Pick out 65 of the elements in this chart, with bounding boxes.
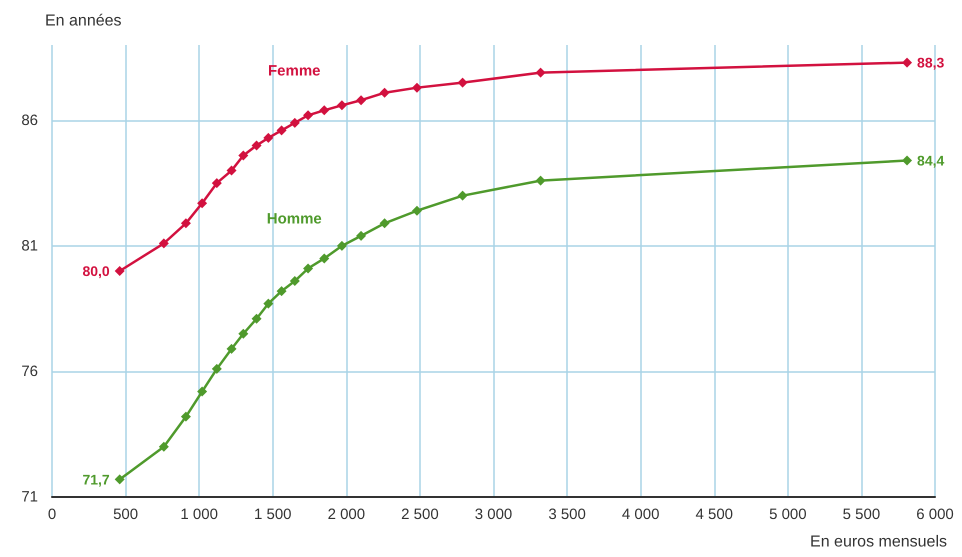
point bbox=[114, 474, 125, 484]
x-tick-label: 1 000 bbox=[180, 506, 218, 523]
point bbox=[303, 110, 314, 120]
data-label: 80,0 bbox=[82, 263, 110, 279]
series-label: Femme bbox=[268, 62, 321, 80]
point bbox=[458, 190, 468, 201]
point bbox=[902, 58, 912, 68]
point bbox=[226, 344, 237, 354]
point bbox=[114, 266, 125, 276]
y-tick-label: 76 bbox=[21, 362, 38, 380]
series-label: Homme bbox=[266, 210, 322, 228]
point bbox=[380, 218, 390, 228]
point bbox=[412, 82, 422, 93]
x-tick-label: 3 500 bbox=[548, 506, 586, 523]
data-label: 88,3 bbox=[917, 54, 944, 71]
point bbox=[290, 276, 300, 286]
x-tick-label: 3 000 bbox=[474, 506, 512, 523]
point bbox=[238, 328, 248, 339]
y-tick-label: 71 bbox=[21, 488, 38, 506]
point bbox=[536, 176, 546, 186]
point bbox=[902, 156, 912, 166]
point bbox=[336, 100, 347, 110]
point bbox=[252, 140, 262, 150]
point bbox=[180, 218, 191, 228]
y-axis-title: En années bbox=[45, 12, 122, 30]
x-tick-label: 4 000 bbox=[622, 506, 660, 523]
point bbox=[319, 253, 330, 264]
point bbox=[180, 412, 191, 422]
x-tick-label: 5 000 bbox=[769, 506, 807, 523]
y-tick-label: 81 bbox=[21, 237, 38, 254]
point bbox=[212, 178, 222, 188]
point bbox=[356, 230, 366, 241]
point bbox=[290, 118, 300, 128]
point bbox=[158, 442, 169, 452]
x-axis-title: En euros mensuels bbox=[810, 534, 948, 550]
point bbox=[263, 298, 274, 309]
point bbox=[158, 238, 169, 248]
point bbox=[238, 150, 248, 160]
data-label: 84,4 bbox=[917, 152, 944, 169]
x-tick-label: 500 bbox=[113, 506, 138, 523]
point bbox=[380, 88, 390, 98]
x-tick-label: 5 500 bbox=[842, 506, 880, 523]
point bbox=[276, 286, 287, 296]
point bbox=[412, 206, 422, 216]
y-tick-label: 86 bbox=[21, 112, 38, 129]
point bbox=[252, 314, 262, 324]
x-tick-label: 4 500 bbox=[695, 506, 734, 523]
x-tick-label: 2 500 bbox=[401, 506, 439, 523]
x-tick-label: 6 000 bbox=[916, 506, 954, 523]
point bbox=[276, 125, 287, 136]
x-tick-label: 2 000 bbox=[328, 506, 366, 523]
point bbox=[197, 198, 208, 208]
point bbox=[226, 166, 237, 176]
point bbox=[536, 68, 546, 78]
point bbox=[458, 78, 468, 88]
x-tick-label: 0 bbox=[48, 506, 56, 523]
point bbox=[319, 105, 330, 116]
point bbox=[197, 386, 208, 397]
x-tick-label: 1 500 bbox=[254, 506, 292, 523]
point bbox=[336, 240, 347, 251]
point bbox=[212, 364, 222, 374]
data-label: 71,7 bbox=[82, 471, 110, 488]
point bbox=[303, 263, 314, 274]
point bbox=[356, 95, 366, 106]
point bbox=[263, 132, 274, 143]
